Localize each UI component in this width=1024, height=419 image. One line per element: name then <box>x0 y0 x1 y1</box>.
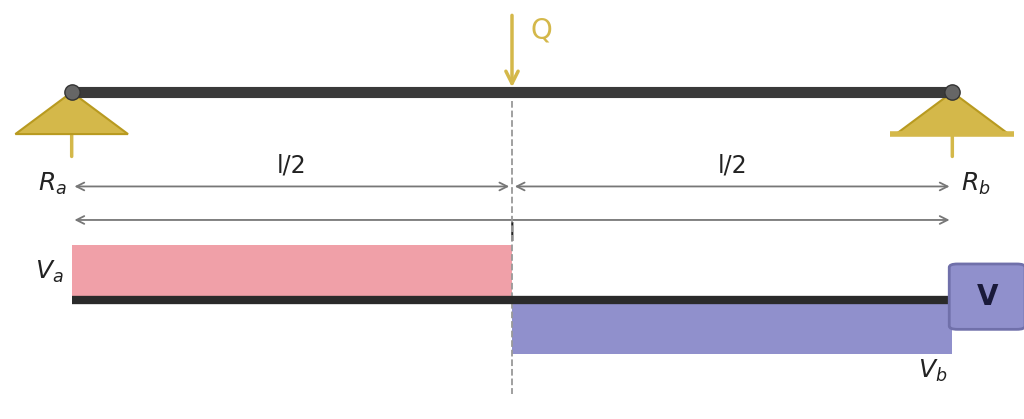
Text: $V_b$: $V_b$ <box>918 358 947 385</box>
Text: $R_a$: $R_a$ <box>38 171 67 197</box>
Text: $R_b$: $R_b$ <box>961 171 990 197</box>
Polygon shape <box>896 92 1009 134</box>
Bar <box>512 300 952 354</box>
Text: $V_a$: $V_a$ <box>35 259 63 285</box>
Bar <box>72 245 512 300</box>
Text: Q: Q <box>530 17 552 45</box>
FancyBboxPatch shape <box>949 264 1024 329</box>
Text: l: l <box>509 222 515 246</box>
Text: l/2: l/2 <box>278 153 306 177</box>
Text: V: V <box>977 283 997 310</box>
Text: l/2: l/2 <box>718 153 746 177</box>
Polygon shape <box>15 92 128 134</box>
